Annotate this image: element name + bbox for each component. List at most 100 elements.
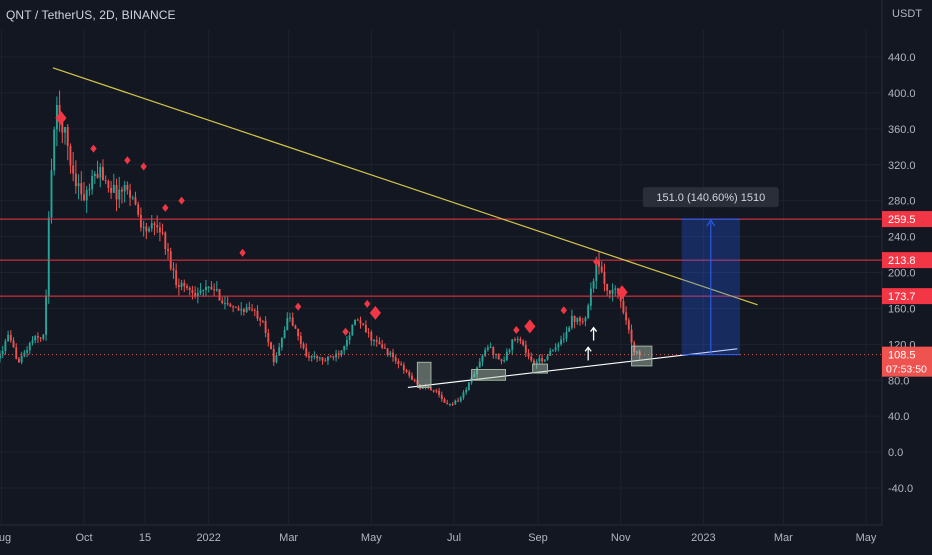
accumulation-box[interactable] bbox=[532, 363, 549, 374]
candle-body[interactable] bbox=[606, 283, 609, 291]
candle-body[interactable] bbox=[524, 344, 527, 353]
candle-body[interactable] bbox=[489, 347, 492, 349]
candle-body[interactable] bbox=[283, 330, 286, 339]
candle-body[interactable] bbox=[492, 347, 495, 355]
candle-body[interactable] bbox=[638, 351, 641, 355]
candle-body[interactable] bbox=[0, 354, 1, 359]
candle-body[interactable] bbox=[438, 390, 441, 395]
candle-body[interactable] bbox=[280, 338, 283, 348]
candle-body[interactable] bbox=[348, 335, 351, 341]
signal-diamond[interactable] bbox=[560, 306, 567, 315]
candle-body[interactable] bbox=[370, 332, 373, 341]
candle-body[interactable] bbox=[199, 290, 202, 293]
signal-diamond[interactable] bbox=[513, 325, 520, 334]
candle-body[interactable] bbox=[364, 324, 367, 333]
candle-body[interactable] bbox=[210, 286, 213, 290]
candle-body[interactable] bbox=[554, 347, 557, 350]
candle-body[interactable] bbox=[61, 117, 64, 133]
candle-body[interactable] bbox=[397, 360, 400, 365]
candle-body[interactable] bbox=[167, 249, 169, 252]
candle-body[interactable] bbox=[611, 289, 614, 294]
candle-body[interactable] bbox=[592, 281, 595, 289]
candle-body[interactable] bbox=[145, 226, 148, 232]
candle-body[interactable] bbox=[267, 332, 270, 343]
signal-diamond[interactable] bbox=[178, 196, 185, 205]
candle-body[interactable] bbox=[614, 288, 617, 290]
candle-body[interactable] bbox=[207, 286, 210, 288]
candle-body[interactable] bbox=[232, 306, 235, 308]
candle-body[interactable] bbox=[411, 375, 413, 380]
candle-body[interactable] bbox=[589, 288, 592, 306]
candle-body[interactable] bbox=[557, 344, 560, 348]
candle-body[interactable] bbox=[603, 271, 606, 284]
candle-body[interactable] bbox=[17, 358, 20, 363]
candle-body[interactable] bbox=[120, 189, 123, 192]
candle-body[interactable] bbox=[598, 261, 600, 267]
candle-body[interactable] bbox=[156, 225, 159, 228]
candle-body[interactable] bbox=[522, 341, 525, 345]
candle-body[interactable] bbox=[237, 307, 240, 311]
candle-body[interactable] bbox=[533, 360, 535, 365]
candle-body[interactable] bbox=[310, 356, 313, 358]
candle-body[interactable] bbox=[297, 328, 300, 337]
candle-body[interactable] bbox=[508, 349, 511, 352]
candle-body[interactable] bbox=[196, 292, 199, 297]
candle-body[interactable] bbox=[20, 356, 23, 363]
candle-body[interactable] bbox=[191, 289, 194, 293]
candle-body[interactable] bbox=[96, 173, 99, 178]
candle-body[interactable] bbox=[587, 305, 590, 318]
candle-body[interactable] bbox=[511, 339, 514, 350]
candle-body[interactable] bbox=[83, 194, 85, 201]
candle-body[interactable] bbox=[478, 361, 481, 368]
candle-body[interactable] bbox=[85, 190, 88, 201]
candle-body[interactable] bbox=[560, 339, 563, 345]
candle-body[interactable] bbox=[137, 204, 140, 215]
candle-body[interactable] bbox=[248, 307, 251, 310]
candle-body[interactable] bbox=[259, 318, 262, 321]
candle-body[interactable] bbox=[15, 347, 18, 359]
candle-body[interactable] bbox=[58, 105, 61, 118]
candle-body[interactable] bbox=[226, 303, 229, 305]
candle-body[interactable] bbox=[448, 403, 451, 405]
candle-body[interactable] bbox=[359, 320, 362, 324]
candle-body[interactable] bbox=[245, 307, 248, 313]
candle-body[interactable] bbox=[516, 339, 519, 341]
candle-body[interactable] bbox=[291, 317, 294, 326]
candle-body[interactable] bbox=[99, 167, 102, 178]
candle-body[interactable] bbox=[39, 337, 42, 339]
candle-body[interactable] bbox=[36, 336, 39, 338]
candle-body[interactable] bbox=[451, 403, 454, 405]
candle-body[interactable] bbox=[194, 292, 197, 297]
candle-body[interactable] bbox=[261, 320, 264, 322]
candle-body[interactable] bbox=[4, 341, 7, 351]
candle-body[interactable] bbox=[386, 348, 389, 355]
candle-body[interactable] bbox=[622, 300, 625, 313]
candle-body[interactable] bbox=[373, 340, 375, 342]
candle-body[interactable] bbox=[218, 289, 221, 301]
candle-body[interactable] bbox=[608, 290, 611, 294]
candle-body[interactable] bbox=[93, 173, 96, 177]
candle-body[interactable] bbox=[497, 353, 500, 360]
candle-body[interactable] bbox=[627, 320, 630, 330]
candle-body[interactable] bbox=[286, 317, 289, 331]
accumulation-box[interactable] bbox=[471, 368, 506, 381]
candle-body[interactable] bbox=[242, 309, 245, 313]
candle-body[interactable] bbox=[435, 390, 438, 392]
candle-body[interactable] bbox=[272, 349, 275, 363]
candle-body[interactable] bbox=[164, 232, 167, 250]
candle-body[interactable] bbox=[88, 189, 91, 191]
candle-body[interactable] bbox=[457, 400, 460, 402]
candle-body[interactable] bbox=[134, 197, 137, 205]
candle-body[interactable] bbox=[80, 183, 83, 195]
candle-body[interactable] bbox=[12, 340, 15, 348]
candle-body[interactable] bbox=[565, 331, 568, 339]
candle-body[interactable] bbox=[636, 351, 638, 353]
candle-body[interactable] bbox=[332, 356, 335, 358]
candle-body[interactable] bbox=[172, 268, 175, 271]
candle-body[interactable] bbox=[264, 321, 267, 333]
candle-body[interactable] bbox=[7, 334, 10, 342]
candle-body[interactable] bbox=[381, 344, 384, 348]
signal-diamond[interactable] bbox=[593, 257, 600, 266]
candle-body[interactable] bbox=[131, 197, 134, 199]
